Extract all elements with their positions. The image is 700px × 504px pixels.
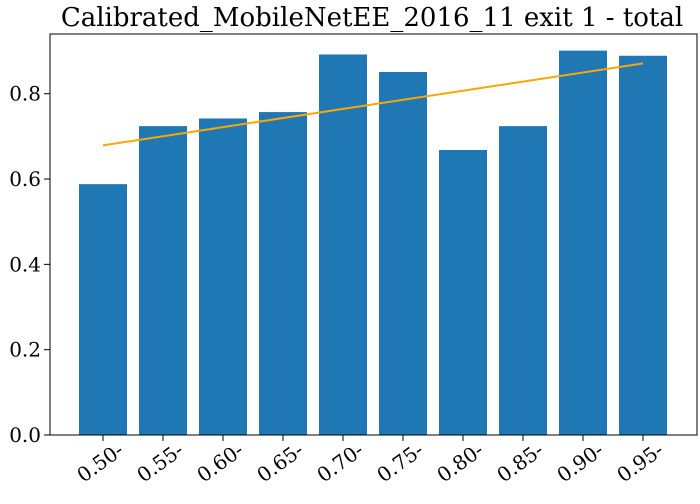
x-tick-label: 0.65- xyxy=(252,438,308,488)
bar-0.50- xyxy=(79,184,127,435)
bar-0.80- xyxy=(439,150,487,435)
y-tick-label: 0.4 xyxy=(9,252,41,276)
y-tick-label: 0.8 xyxy=(9,82,41,106)
y-tick-label: 0.2 xyxy=(9,338,41,362)
y-tick-label: 0.0 xyxy=(9,423,41,447)
x-tick-label: 0.60- xyxy=(192,438,248,488)
x-tick-label: 0.70- xyxy=(312,438,368,488)
bar-0.95- xyxy=(619,55,667,436)
bars-layer xyxy=(79,50,667,436)
x-tick-label: 0.50- xyxy=(72,438,128,488)
x-tick-label: 0.55- xyxy=(132,438,188,488)
chart-title: Calibrated_MobileNetEE_2016_11 exit 1 - … xyxy=(61,3,683,33)
y-tick-label: 0.6 xyxy=(9,167,41,191)
x-tick-label: 0.80- xyxy=(432,438,488,488)
x-tick-label: 0.95- xyxy=(612,438,668,488)
bar-0.55- xyxy=(139,126,187,435)
x-tick-label: 0.75- xyxy=(372,438,428,488)
x-tick-label: 0.90- xyxy=(552,438,608,488)
x-axis: 0.50- 0.55- 0.60- 0.65- 0.70- 0.75- 0.80- 0.85-… xyxy=(72,435,668,487)
trend-layer xyxy=(102,62,644,147)
bar-0.65- xyxy=(259,112,307,436)
y-axis: 0.0 0.2 0.4 0.6 0.8 xyxy=(9,82,50,447)
bar-0.70- xyxy=(319,54,367,436)
trend-line xyxy=(102,62,644,147)
x-tick-label: 0.85- xyxy=(492,438,548,488)
bar-0.90- xyxy=(559,50,607,435)
bar-0.75- xyxy=(379,71,427,436)
plot-frame xyxy=(49,33,698,436)
bar-0.85- xyxy=(499,126,547,435)
bar-0.60- xyxy=(199,118,247,436)
